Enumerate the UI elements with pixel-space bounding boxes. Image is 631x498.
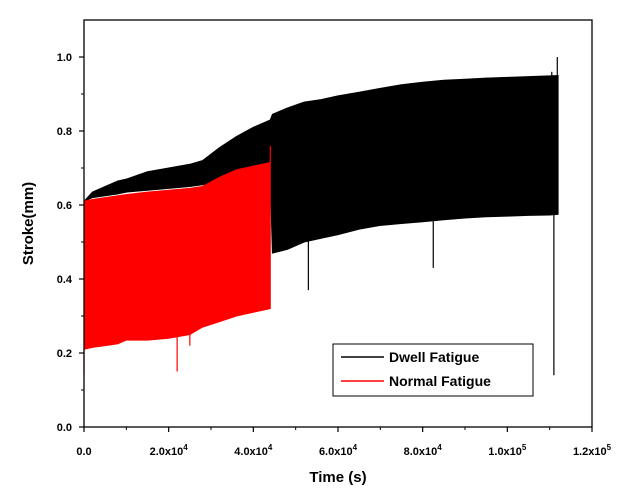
x-axis: 0.0 2.0x104 4.0x104 6.0x104 8.0x104 1.0x105 1.… bbox=[76, 427, 612, 458]
x-tick-label: 2.0x104 bbox=[150, 443, 189, 458]
series-band-normal-fatigue bbox=[83, 161, 271, 350]
y-axis-title: Stroke(mm) bbox=[20, 182, 37, 265]
x-tick-label: 8.0x104 bbox=[404, 443, 443, 458]
y-tick-label: 0.6 bbox=[57, 200, 72, 212]
y-tick-label: 0.0 bbox=[57, 422, 72, 434]
y-tick-label: 0.2 bbox=[57, 348, 72, 360]
y-axis: 0.0 0.2 0.4 0.6 0.8 1.0 bbox=[57, 52, 84, 434]
x-tick-label: 0.0 bbox=[76, 446, 91, 458]
x-tick-label: 6.0x104 bbox=[319, 443, 358, 458]
x-axis-title: Time (s) bbox=[309, 469, 366, 486]
x-tick-label: 4.0x104 bbox=[234, 443, 273, 458]
legend: Dwell Fatigue Normal Fatigue bbox=[332, 343, 534, 397]
plot-series bbox=[83, 57, 559, 376]
legend-box bbox=[332, 343, 534, 397]
y-tick-label: 1.0 bbox=[57, 52, 72, 64]
y-tick-label: 0.8 bbox=[57, 126, 72, 138]
x-tick-label: 1.2x105 bbox=[573, 443, 612, 458]
y-tick-label: 0.4 bbox=[57, 274, 73, 286]
legend-label-dwell-fatigue: Dwell Fatigue bbox=[389, 349, 479, 365]
legend-label-normal-fatigue: Normal Fatigue bbox=[389, 373, 491, 389]
x-tick-label: 1.0x105 bbox=[488, 443, 527, 458]
